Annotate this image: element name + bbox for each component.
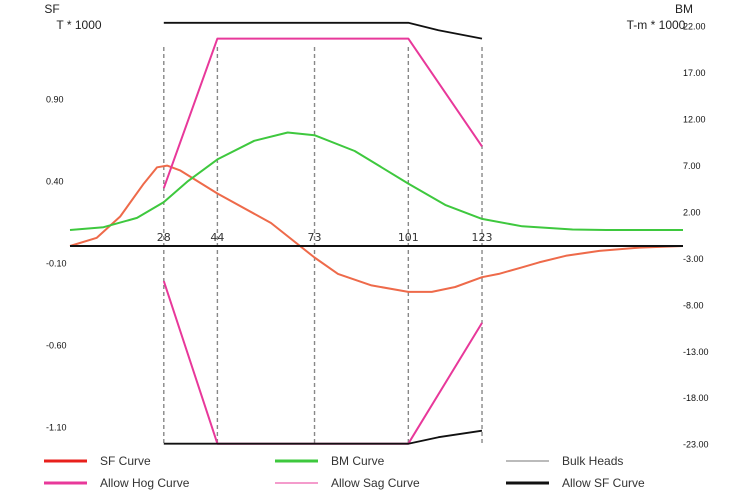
- series-group: [69, 21, 684, 445]
- allow-sag-curve-line: [162, 280, 483, 445]
- right-tick-label: 22.00: [683, 22, 706, 32]
- bulkhead-label: 28: [157, 231, 171, 244]
- legend-label: SF Curve: [100, 454, 151, 468]
- left-tick-label: -1.10: [46, 422, 67, 432]
- allow-sf-curve-line: [163, 21, 483, 40]
- bulkhead-labels: 28 44 73 101 123: [157, 231, 493, 244]
- right-axis-title-line1: BM: [675, 2, 693, 16]
- bulkhead-label: 123: [472, 231, 493, 244]
- bulkhead-label: 101: [398, 231, 419, 244]
- legend: SF Curve BM Curve Bulk Heads Allow Hog Curv…: [44, 454, 645, 490]
- legend-label: Bulk Heads: [562, 454, 623, 468]
- allow-hog-curve-line: [162, 37, 483, 189]
- legend-label: BM Curve: [331, 454, 385, 468]
- right-tick-label: -3.00: [683, 254, 704, 264]
- legend-label: Allow SF Curve: [562, 476, 645, 490]
- right-axis-title-line2: T-m * 1000: [627, 18, 686, 32]
- bulkhead-label: 44: [210, 231, 224, 244]
- left-tick-label: -0.60: [46, 340, 67, 350]
- right-tick-label: -23.00: [683, 440, 709, 450]
- right-tick-label: -8.00: [683, 300, 704, 310]
- right-axis-ticks: 22.00 17.00 12.00 7.00 2.00 -3.00 -8.00 -13.00 -…: [683, 22, 709, 450]
- bm-curve-line: [69, 131, 683, 231]
- allow-sf-curve-line: [163, 429, 483, 445]
- right-tick-label: 2.00: [683, 207, 701, 217]
- left-tick-label: 0.90: [46, 94, 64, 104]
- sf-curve-line: [69, 164, 684, 293]
- right-tick-label: 17.00: [683, 68, 706, 78]
- left-axis-title-line2: T * 1000: [56, 18, 101, 32]
- left-tick-label: -0.10: [46, 258, 67, 268]
- right-tick-label: 12.00: [683, 115, 706, 125]
- right-tick-label: 7.00: [683, 161, 701, 171]
- right-tick-label: -18.00: [683, 393, 709, 403]
- bulkhead-label: 73: [308, 231, 322, 244]
- left-axis-ticks: 0.90 0.40 -0.10 -0.60 -1.10: [46, 94, 67, 432]
- left-axis-title-line1: SF: [44, 2, 59, 16]
- legend-label: Allow Hog Curve: [100, 476, 190, 490]
- right-tick-label: -13.00: [683, 347, 709, 357]
- legend-label: Allow Sag Curve: [331, 476, 420, 490]
- left-tick-label: 0.40: [46, 176, 64, 186]
